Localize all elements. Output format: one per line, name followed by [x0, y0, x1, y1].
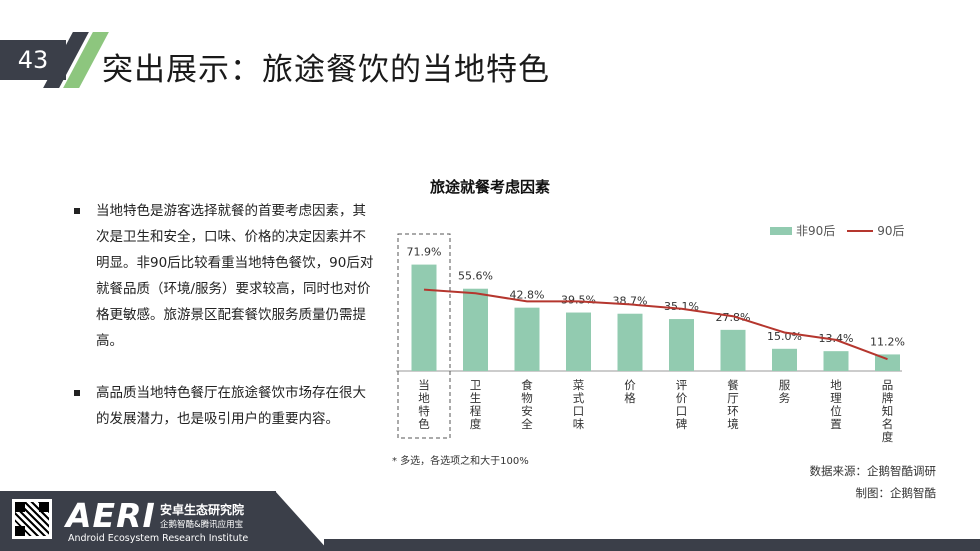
category-label-6-0: 餐	[727, 378, 739, 392]
bar-1	[463, 288, 488, 371]
category-label-0-3: 色	[418, 417, 430, 431]
bar-label-9: 11.2%	[870, 335, 905, 348]
page-number: 43	[0, 40, 66, 80]
category-label-9-0: 品	[882, 378, 894, 392]
bar-7	[772, 348, 797, 371]
bar-label-2: 42.8%	[510, 289, 545, 302]
data-source: 数据来源：企鹅智酷调研	[809, 464, 937, 478]
category-label-0-0: 当	[418, 378, 430, 392]
line-series-90	[423, 288, 888, 361]
category-label-5-3: 碑	[676, 417, 688, 431]
legend-label-bar: 非90后	[796, 224, 836, 238]
legend-item-bar: 非90后	[770, 222, 835, 239]
footer-strip	[324, 539, 980, 551]
org-name-en: Android Ecosystem Research Institute	[68, 533, 249, 544]
legend-item-line: 90后	[847, 222, 905, 239]
bar-label-3: 39.5%	[561, 294, 596, 307]
bullet-item-1: 当地特色是游客选择就餐的首要考虑因素，其次是卫生和安全，口味、价格的决定因素并不…	[72, 198, 377, 354]
category-label-6-1: 厅	[727, 391, 739, 405]
category-label-1-3: 度	[470, 417, 482, 431]
category-label-8-2: 位	[830, 404, 842, 418]
category-label-1-0: 卫	[470, 378, 482, 392]
bar-label-6: 27.8%	[716, 311, 751, 324]
bar-label-7: 15.0%	[767, 330, 802, 343]
category-label-7-1: 务	[779, 391, 791, 405]
category-label-2-3: 全	[521, 417, 533, 431]
bar-label-1: 55.6%	[458, 270, 493, 283]
chart-title: 旅途就餐考虑因素	[429, 178, 550, 196]
bar-8	[823, 351, 849, 371]
category-label-9-4: 度	[882, 430, 894, 444]
page-title: 突出展示：旅途餐饮的当地特色	[102, 52, 550, 88]
category-label-8-0: 地	[830, 378, 842, 392]
chart-credit: 制图：企鹅智酷	[855, 486, 937, 500]
category-label-4-0: 价	[624, 378, 636, 392]
legend-swatch-bar	[770, 226, 792, 235]
bar-3	[566, 312, 591, 371]
category-label-0-2: 特	[418, 404, 430, 418]
chart-legend: 非90后 90后	[770, 222, 905, 239]
category-label-2-1: 物	[521, 391, 533, 405]
category-label-5-2: 口	[676, 404, 688, 418]
bar-4	[617, 313, 643, 371]
category-label-2-0: 食	[521, 378, 533, 392]
bar-label-4: 38.7%	[613, 295, 648, 308]
category-label-1-2: 程	[470, 404, 482, 418]
bar-label-8: 13.4%	[819, 332, 854, 345]
category-label-3-0: 菜	[573, 378, 585, 392]
bullet-list: 当地特色是游客选择就餐的首要考虑因素，其次是卫生和安全，口味、价格的决定因素并不…	[72, 198, 377, 458]
bar-6	[720, 329, 746, 371]
chart-footnote: * 多选，各选项之和大于100%	[392, 456, 529, 467]
bar-label-0: 71.9%	[407, 246, 442, 259]
category-label-7-0: 服	[779, 378, 791, 392]
bar-0	[411, 264, 437, 371]
category-label-6-2: 环	[727, 404, 739, 418]
category-label-9-1: 牌	[882, 391, 894, 405]
legend-swatch-line	[847, 229, 874, 232]
bar-2	[514, 307, 540, 371]
category-label-4-1: 格	[624, 391, 636, 405]
category-label-5-1: 价	[676, 391, 688, 405]
highlight-box	[397, 233, 451, 439]
org-subtitle: 企鹅智酷&腾讯应用宝	[160, 520, 244, 530]
category-label-8-3: 置	[830, 417, 842, 431]
category-label-6-3: 境	[727, 417, 739, 431]
category-label-9-3: 名	[882, 417, 894, 431]
category-label-1-1: 生	[470, 391, 482, 405]
category-label-8-1: 理	[830, 391, 842, 405]
legend-label-line: 90后	[877, 224, 905, 238]
category-label-9-2: 知	[882, 404, 894, 418]
bar-5	[669, 319, 694, 371]
qr-code-icon	[12, 499, 52, 539]
bar-label-5: 35.1%	[664, 300, 699, 313]
category-label-3-3: 味	[573, 417, 585, 431]
aeri-logo: AERI	[66, 496, 156, 535]
category-label-2-2: 安	[521, 404, 533, 418]
footer-panel-slant	[275, 491, 329, 551]
category-label-0-1: 地	[418, 391, 430, 405]
category-label-5-0: 评	[676, 378, 688, 392]
category-label-3-1: 式	[573, 391, 585, 405]
bar-9	[875, 354, 900, 371]
org-name-cn: 安卓生态研究院	[160, 503, 245, 517]
category-label-3-2: 口	[573, 404, 585, 418]
bullet-item-2: 高品质当地特色餐厅在旅途餐饮市场存在很大的发展潜力，也是吸引用户的重要内容。	[72, 380, 377, 432]
